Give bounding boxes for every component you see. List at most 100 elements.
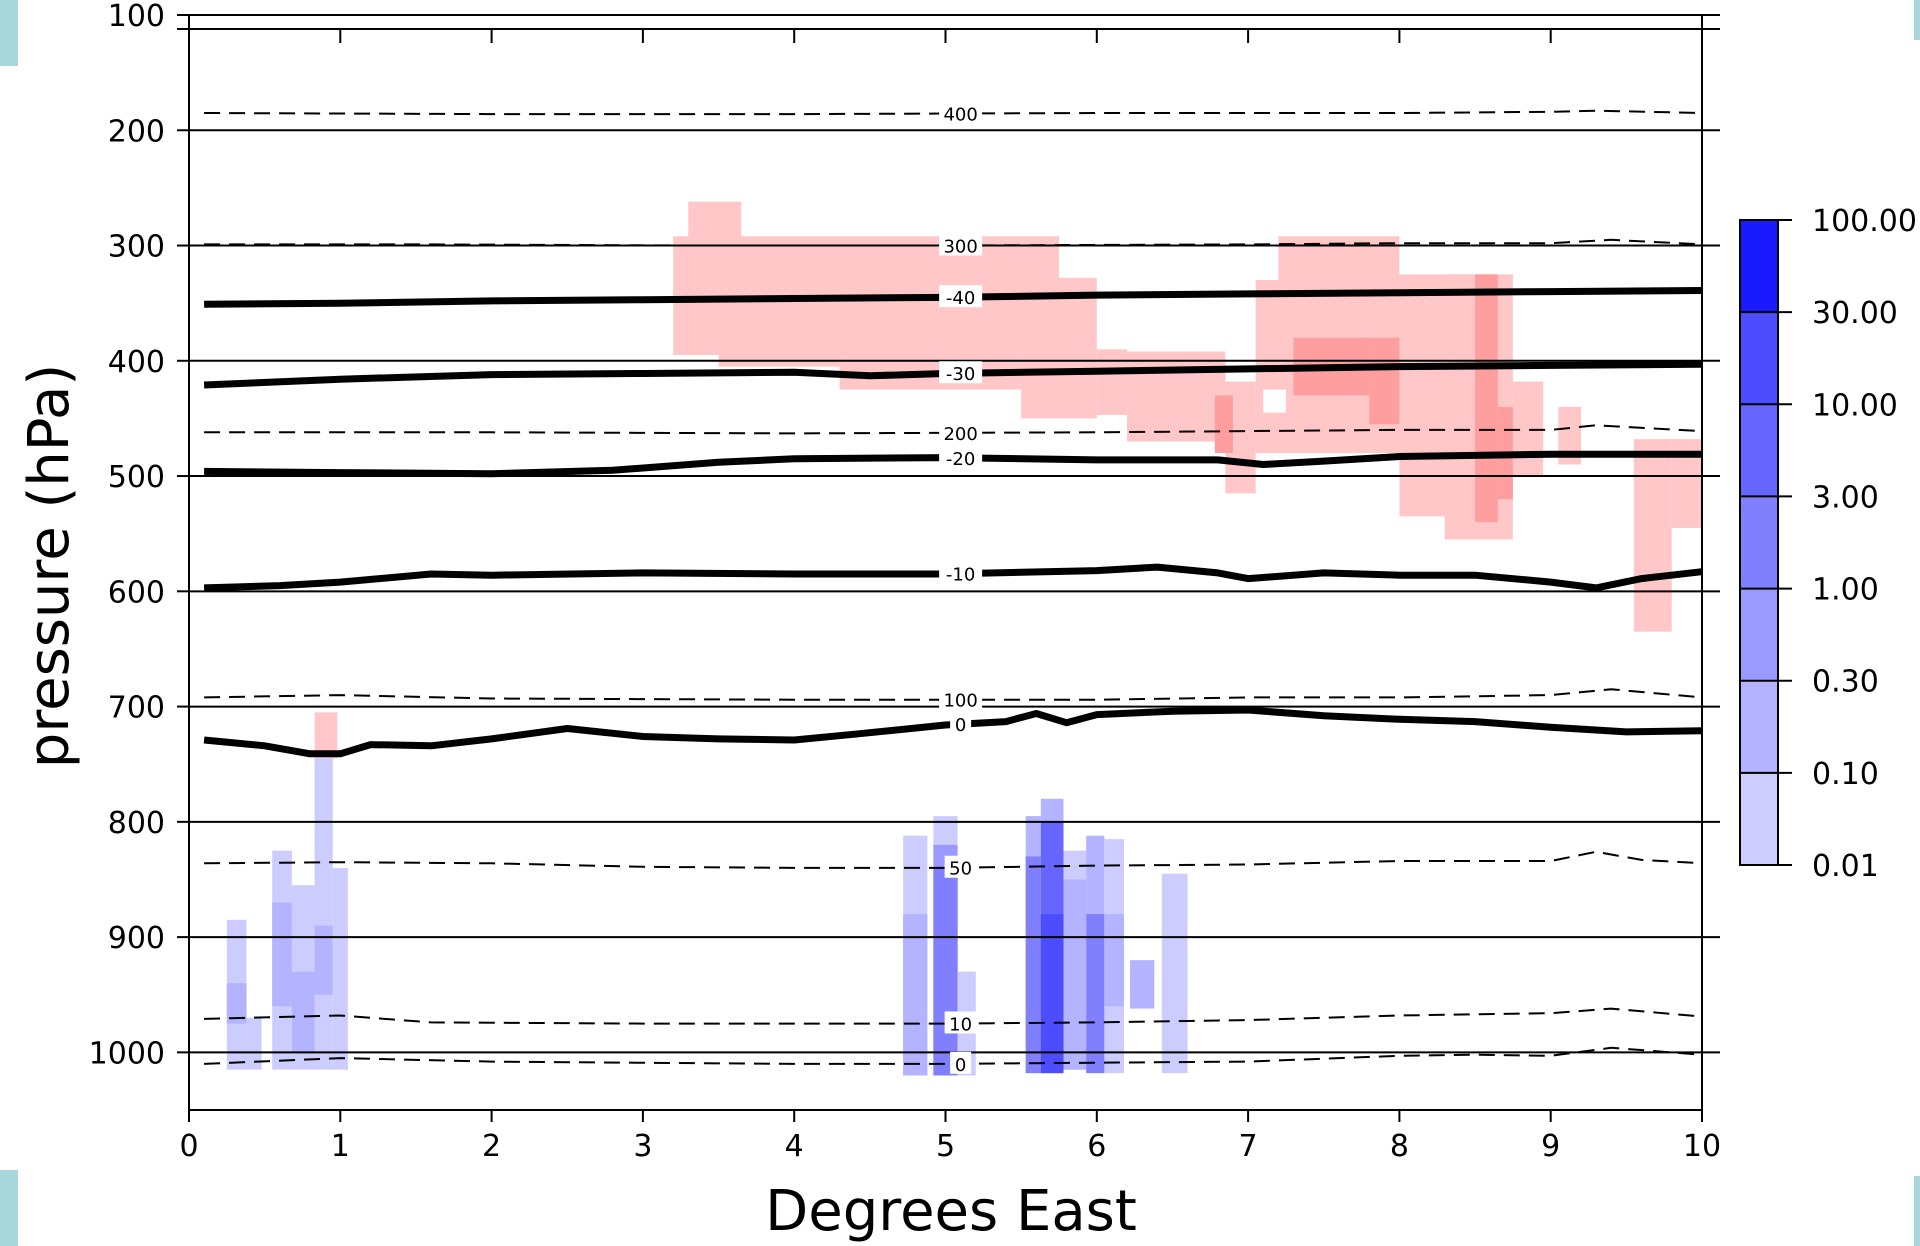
red-cell-dark [1475, 274, 1498, 523]
blue-cell [1040, 914, 1064, 1074]
height-contour [204, 238, 1703, 247]
colorbar-segment [1740, 220, 1778, 313]
y-axis-title: pressure (hPa) [17, 364, 82, 768]
colorbar-segment [1740, 588, 1778, 681]
contour-label: 400 [943, 104, 977, 125]
colorbar-label: 30.00 [1812, 296, 1898, 331]
blue-cell [933, 867, 958, 1076]
blue-cell [903, 914, 928, 1076]
red-cell [1558, 406, 1581, 465]
contour-label: 50 [949, 859, 972, 880]
colorbar-segment [1740, 404, 1778, 497]
left-edge-strip-bottom [0, 1170, 18, 1246]
contour-label: 200 [943, 424, 977, 445]
y-tick-label: 500 [108, 460, 165, 495]
blue-cell [1161, 873, 1188, 1074]
contour-label: -40 [946, 288, 975, 309]
blue-cell [1025, 856, 1041, 1074]
colorbar: 0.01 0.10 0.30 1.00 3.00 10.00 30.00 100.00 [1739, 204, 1917, 884]
red-cell-dark [1214, 395, 1233, 453]
height-contour [204, 424, 1703, 435]
right-edge-strip-bottom [1914, 1176, 1920, 1246]
colorbar-label: 0.30 [1812, 665, 1879, 700]
colorbar-label: 0.10 [1812, 757, 1879, 792]
axes: 0 1 2 3 4 5 6 7 8 9 101002003004005006007008009001… [89, 0, 1721, 1164]
temperature-contour [203, 563, 1703, 592]
contour-label: -10 [946, 565, 975, 586]
temperature-contour [203, 360, 1703, 389]
red-cell [1096, 349, 1128, 415]
contour-label: -30 [946, 364, 975, 385]
height-contour [204, 688, 1703, 701]
x-tick-label: 1 [331, 1129, 350, 1164]
contour-label-bg [950, 1051, 972, 1074]
contour-label-bg [944, 1011, 977, 1034]
right-edge-strip-top [1914, 0, 1920, 40]
blue-cell [1063, 879, 1087, 1070]
height-contour [204, 850, 1703, 869]
y-tick-label: 900 [108, 921, 165, 956]
colorbar-segment [1740, 312, 1778, 405]
colorbar-segment [1740, 496, 1778, 589]
colorbar-segment [1740, 680, 1778, 773]
colorbar-segment [1740, 772, 1778, 865]
blue-cell [226, 983, 247, 1024]
contour-label: 0 [955, 1055, 966, 1076]
x-tick-label: 7 [1239, 1129, 1258, 1164]
colorbar-label: 10.00 [1812, 388, 1898, 423]
blue-cell [332, 867, 348, 1070]
temperature-contour [204, 450, 1702, 478]
contour-label-bg [939, 233, 983, 256]
colorbar-label: 1.00 [1812, 573, 1879, 608]
x-tick-label: 3 [633, 1129, 652, 1164]
blue-cell [291, 971, 315, 1053]
blue-cell [1130, 960, 1155, 1009]
contour-label-bg [944, 855, 977, 878]
contour-label-bg [939, 101, 983, 124]
y-tick-label: 1000 [89, 1036, 165, 1071]
red-cell [1633, 439, 1672, 632]
contour-label-bg [939, 687, 983, 710]
blue-cell [314, 758, 333, 1070]
blue-cell [246, 1017, 262, 1070]
contour-label-bg [939, 361, 983, 384]
x-tick-label: 5 [936, 1129, 955, 1164]
contour-label: 100 [943, 691, 977, 712]
y-tick-label: 400 [108, 345, 165, 380]
y-tick-label: 200 [108, 114, 165, 149]
contour-label-bg [939, 420, 983, 443]
height-contour [204, 109, 1703, 116]
blue-cell [1086, 914, 1105, 1074]
left-edge-strip-top [0, 0, 18, 66]
y-tick-label: 100 [108, 0, 165, 34]
x-tick-label: 6 [1087, 1129, 1106, 1164]
x-tick-label: 8 [1390, 1129, 1409, 1164]
colorbar-label: 0.01 [1812, 849, 1879, 884]
colorbar-label: 100.00 [1812, 204, 1917, 239]
colorbar-label: 3.00 [1812, 480, 1879, 515]
red-cell [1058, 277, 1097, 419]
x-tick-label: 2 [482, 1129, 501, 1164]
x-axis-title: Degrees East [765, 1179, 1137, 1244]
contour-label: 0 [955, 715, 966, 736]
temperature-contour [203, 706, 1703, 758]
x-tick-label: 4 [785, 1129, 804, 1164]
contour-label-bg [950, 712, 972, 735]
red-cell [1512, 381, 1544, 477]
blue-cell [314, 925, 333, 995]
blue-cell [272, 902, 292, 1007]
red-cell [1127, 351, 1226, 442]
shaded-regions [226, 201, 1702, 1076]
contour-label-bg [939, 561, 983, 584]
y-tick-label: 300 [108, 230, 165, 265]
y-tick-label: 700 [108, 691, 165, 726]
contour-label-bg [939, 285, 983, 308]
x-tick-label: 10 [1683, 1129, 1721, 1164]
x-tick-label: 9 [1541, 1129, 1560, 1164]
x-tick-label: 0 [179, 1129, 198, 1164]
contour-label: 10 [949, 1014, 972, 1035]
red-cell [314, 712, 338, 759]
blue-cell [1104, 914, 1125, 1007]
